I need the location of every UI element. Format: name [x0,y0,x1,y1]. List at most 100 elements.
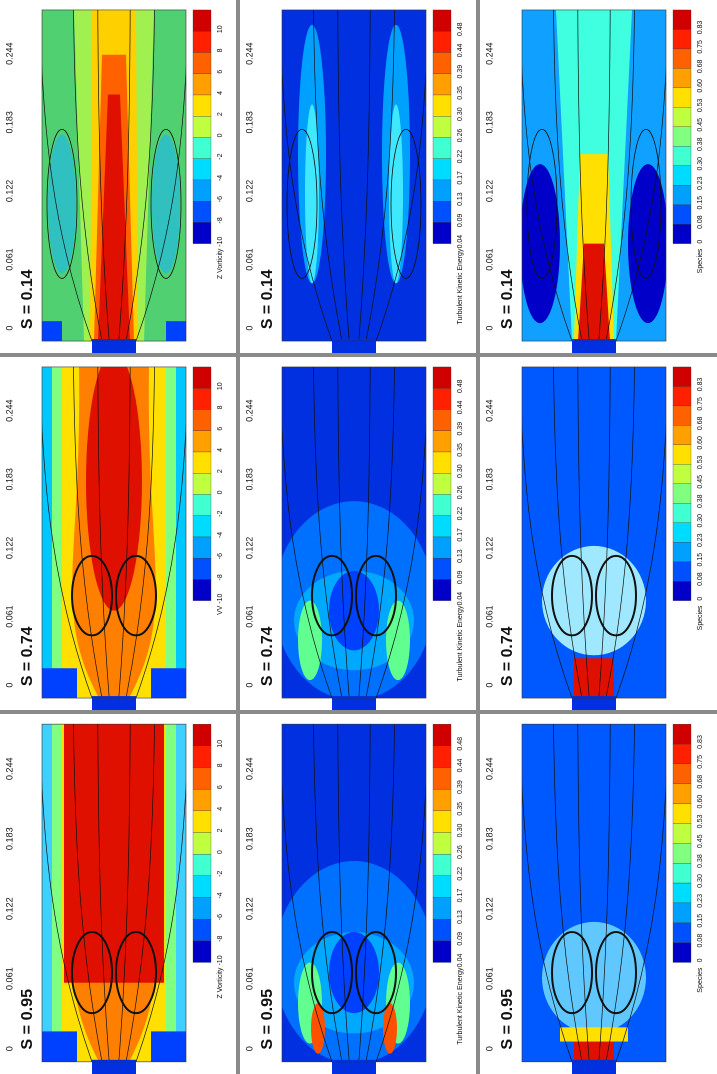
legend-swatch [672,522,692,543]
streamline [73,9,103,342]
axis-tick-label: 0.122 [244,537,254,559]
legend-level: 0.35 [457,86,464,100]
vortex [71,554,113,637]
streamline [577,724,590,1062]
legend-level: 0.68 [697,775,704,789]
vortex [551,554,593,637]
s-label: S = 0.14 [499,269,516,329]
legend-level: -8 [217,936,224,942]
legend-level: 0.04 [457,235,464,249]
panel: 0 0.061 0.122 0.183 0.244 S = 0.14 -10 -8 -6 -4 -2… [4,9,224,353]
legend-swatch [432,536,452,559]
panel: 0 0.061 0.122 0.183 0.244 S = 0.74 -10 -8 -6 -4 -2… [4,366,224,710]
axis-tick-label: 0.061 [244,248,254,270]
nozzle [92,339,136,353]
axis-tick-label: 0.244 [4,42,14,64]
plot-frame [281,366,427,699]
legend-level: 0.53 [697,455,704,469]
legend-swatch [672,542,692,562]
legend-level: 6 [217,427,224,431]
legend-swatch [672,48,692,69]
legend-level: 0 [697,958,704,962]
legend-swatch [432,897,452,920]
legend-level: 0.22 [457,507,464,521]
streamline [358,724,371,1062]
nozzle [92,1059,136,1074]
streamline [73,366,103,699]
vortex [355,931,397,1015]
legend-level: 0 [697,597,704,601]
legend-swatch [192,745,212,768]
legend-level: 0.39 [457,65,464,79]
legend-swatch [672,483,692,504]
legend-level: 0.30 [457,464,464,478]
legend-level: 4 [217,91,224,95]
nozzle [332,339,376,353]
s-label: S = 0.14 [19,269,36,329]
plot-frame [281,9,427,342]
legend-swatch [432,853,452,876]
legend-swatch [432,745,452,768]
contour [578,243,610,342]
streamline [135,724,186,1062]
s-label: S = 0.95 [498,989,516,1050]
legend-swatch [432,723,452,746]
contour-field [522,366,666,699]
legend-swatch [672,444,692,465]
legend-swatch [432,875,452,898]
legend-swatch [192,73,212,96]
legend-title: Species [697,605,704,630]
streamline [358,9,371,342]
legend-level: 0.39 [457,780,464,794]
legend-swatch [432,366,452,389]
legend-level: 0.38 [697,494,704,508]
vortex [595,554,637,637]
legend-level: -10 [217,236,224,246]
contour [628,164,666,324]
legend-level: 4 [217,448,224,452]
contour [64,724,164,983]
legend-swatch [432,52,452,74]
legend-swatch [432,430,452,453]
axis-tick-label: 0.183 [244,827,254,850]
legend-swatch [192,430,212,453]
streamline [522,9,573,342]
streamline [577,9,590,342]
legend-swatch [672,863,692,884]
legend-swatch [432,473,452,495]
s-label: S = 0.95 [258,989,276,1050]
legend-swatch [192,536,212,559]
legend-level: 0.04 [457,953,464,967]
legend-level: 0 [217,850,224,854]
streamline [598,366,611,699]
legend-level: 0.75 [697,40,704,54]
legend-level: 0.60 [697,436,704,450]
legend-level: -8 [217,574,224,580]
legend-title: VV [217,605,224,615]
legend-level: 0.08 [697,215,704,229]
legend-level: 0.09 [457,214,464,228]
legend-level: 0.09 [457,571,464,585]
legend-level: 0.68 [697,59,704,73]
axis-tick-label: 0.244 [484,42,494,64]
legend-level: 0.08 [697,572,704,586]
legend-swatch [672,464,692,484]
legend-swatch [432,158,452,181]
axis-tick-label: 0.244 [244,399,254,421]
streamline [97,724,110,1062]
plot-frame [41,366,187,699]
streamline [605,9,635,342]
legend-level: 0.75 [697,755,704,769]
legend-swatch [192,52,212,74]
contour [48,134,76,274]
legend-level: 2 [217,112,224,116]
axis-tick-label: 0.122 [4,897,14,920]
axis-tick-label: 0.183 [4,827,14,850]
legend-swatch [192,409,212,431]
legend-level: 10 [217,740,224,748]
axis-tick-label: 0.061 [244,605,254,627]
legend-level: 0.15 [697,914,704,928]
nozzle [572,696,616,710]
legend-level: 0.04 [457,592,464,606]
